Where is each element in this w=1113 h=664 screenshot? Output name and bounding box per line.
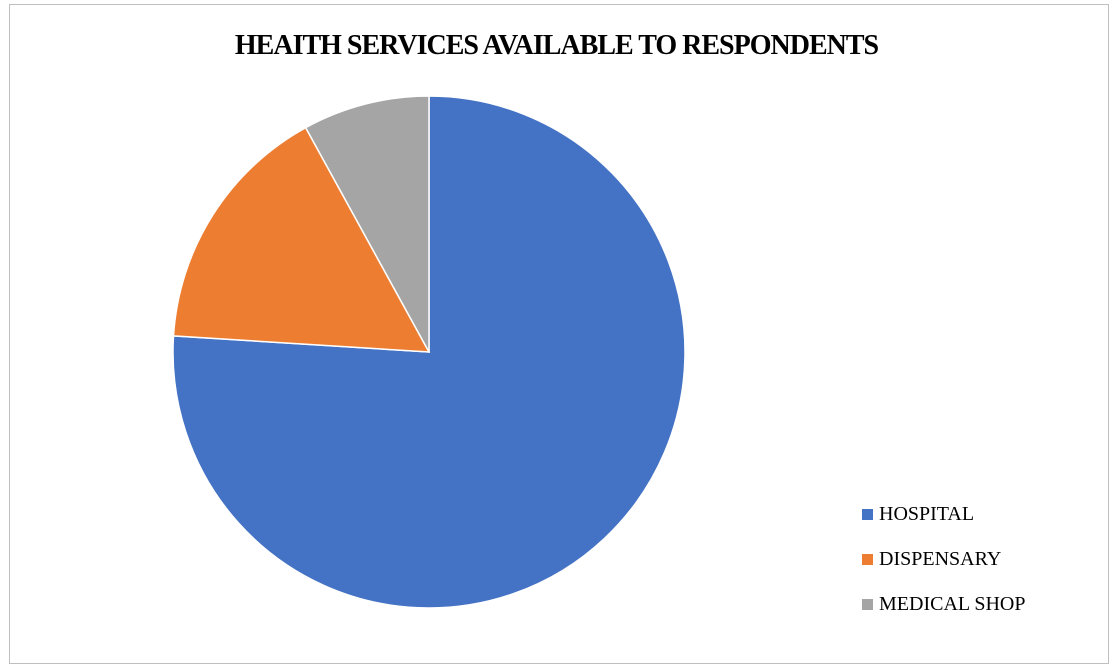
legend-swatch-hospital: [862, 509, 873, 520]
legend-label-hospital: HOSPITAL: [879, 503, 975, 525]
legend-item-hospital: HOSPITAL: [862, 492, 1026, 537]
legend-swatch-dispensary: [862, 554, 873, 565]
legend-label-medical-shop: MEDICAL SHOP: [879, 593, 1026, 615]
legend-item-dispensary: DISPENSARY: [862, 537, 1026, 582]
legend-swatch-medical-shop: [862, 599, 873, 610]
slice-medical-shop: [304, 95, 430, 353]
legend-item-medical-shop: MEDICAL SHOP: [862, 582, 1026, 627]
slice-dispensary: [172, 126, 431, 353]
chart-title: HEAITH SERVICES AVAILABLE TO RESPONDENTS: [234, 30, 879, 61]
chart-legend: HOSPITAL DISPENSARY MEDICAL SHOP: [862, 492, 1026, 627]
legend-label-dispensary: DISPENSARY: [879, 548, 1002, 570]
slice-hospital: [172, 95, 686, 609]
